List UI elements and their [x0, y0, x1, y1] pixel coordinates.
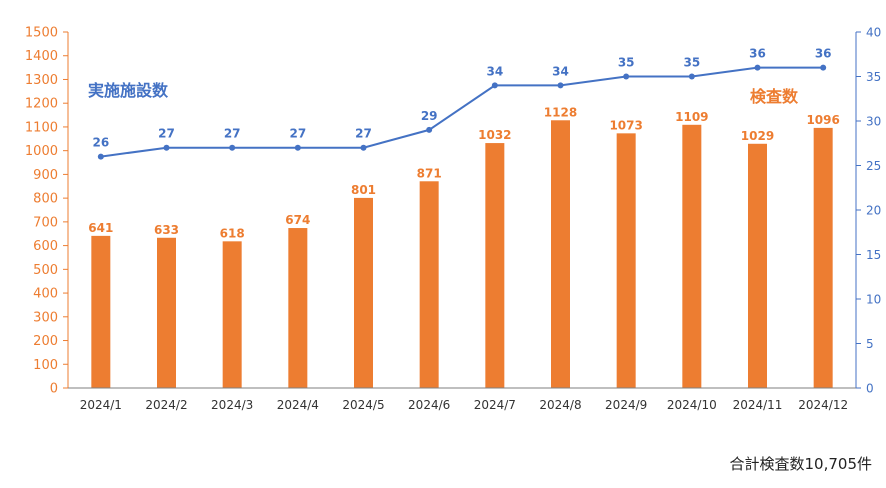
line-data-label: 27 — [224, 127, 241, 141]
right-axis-tick-label: 25 — [866, 159, 881, 173]
bar — [748, 143, 767, 388]
x-axis-tick-label: 2024/3 — [211, 398, 253, 412]
x-axis-tick-label: 2024/10 — [667, 398, 717, 412]
line-data-label: 29 — [421, 109, 438, 123]
bar-data-label: 871 — [417, 166, 442, 180]
line-point — [557, 82, 564, 89]
line-point — [229, 144, 236, 151]
bar-data-label: 1032 — [478, 128, 511, 142]
bar — [222, 241, 242, 388]
right-axis-tick-label: 10 — [866, 293, 881, 307]
left-axis-tick-label: 500 — [33, 263, 58, 278]
bar-data-label: 618 — [220, 226, 245, 240]
bar — [288, 228, 308, 388]
line-data-label: 36 — [815, 47, 832, 61]
right-axis-tick-label: 0 — [866, 382, 874, 396]
line-data-label: 34 — [552, 64, 569, 78]
combo-chart: 0100200300400500600700800900100011001200… — [25, 26, 881, 413]
left-axis-tick-label: 300 — [33, 310, 58, 325]
x-axis-tick-label: 2024/9 — [605, 398, 647, 412]
left-axis-tick-label: 1200 — [25, 97, 58, 112]
x-axis-tick-label: 2024/4 — [277, 398, 319, 412]
left-axis-tick-label: 0 — [50, 382, 58, 397]
bar-data-label: 633 — [154, 223, 179, 237]
right-axis-tick-label: 30 — [866, 115, 881, 129]
x-axis-tick-label: 2024/12 — [798, 398, 848, 412]
line-data-label: 35 — [683, 56, 700, 70]
line-series-label: 実施施設数 — [88, 81, 169, 100]
left-axis-tick-label: 1000 — [25, 144, 58, 159]
bar — [551, 120, 570, 389]
left-axis-tick-label: 600 — [33, 239, 58, 254]
line-point — [623, 73, 630, 80]
bar — [485, 143, 505, 388]
left-axis-tick-label: 100 — [33, 358, 58, 373]
line-point — [754, 64, 761, 71]
line-data-label: 34 — [486, 64, 503, 78]
bar — [419, 181, 439, 388]
left-axis-tick-label: 1500 — [25, 26, 58, 41]
right-axis-tick-label: 5 — [866, 337, 874, 351]
left-axis-tick-label: 1300 — [25, 73, 58, 88]
line-data-label: 35 — [618, 56, 635, 70]
left-axis-tick-label: 400 — [33, 287, 58, 302]
line-point — [294, 144, 301, 151]
line-data-label: 27 — [158, 127, 175, 141]
bar — [616, 133, 636, 388]
x-axis-tick-label: 2024/6 — [408, 398, 450, 412]
bar-data-label: 1096 — [806, 113, 839, 127]
line-point — [97, 153, 104, 160]
left-axis-tick-label: 900 — [33, 168, 58, 183]
bar — [354, 197, 373, 388]
left-axis-tick-label: 700 — [33, 215, 58, 230]
right-axis-tick-label: 40 — [866, 26, 881, 40]
line-data-label: 36 — [749, 47, 766, 61]
bar-data-label: 1128 — [544, 105, 577, 119]
line-data-label: 27 — [289, 127, 306, 141]
line-point — [163, 144, 170, 151]
bar — [682, 124, 702, 388]
bar-data-label: 641 — [88, 221, 113, 235]
x-axis-tick-label: 2024/7 — [474, 398, 516, 412]
bar — [813, 127, 833, 389]
right-axis-tick-label: 20 — [866, 204, 881, 218]
line-point — [820, 64, 827, 71]
left-axis-tick-label: 200 — [33, 334, 58, 349]
line-point — [360, 144, 367, 151]
left-axis-tick-label: 1400 — [25, 49, 58, 64]
x-axis-tick-label: 2024/2 — [145, 398, 187, 412]
x-axis-tick-label: 2024/1 — [80, 398, 122, 412]
x-axis-tick-label: 2024/5 — [342, 398, 384, 412]
x-axis-tick-label: 2024/11 — [733, 398, 783, 412]
bar-data-label: 1029 — [741, 129, 774, 143]
bar-data-label: 801 — [351, 183, 376, 197]
line-data-label: 27 — [355, 127, 372, 141]
line-point — [426, 126, 433, 133]
right-axis-tick-label: 35 — [866, 70, 881, 84]
left-axis-tick-label: 800 — [33, 192, 58, 207]
total-count-note: 合計検査数10,705件 — [729, 455, 873, 473]
bar-data-label: 1109 — [675, 110, 708, 124]
left-axis-tick-label: 1100 — [25, 120, 58, 135]
bar — [91, 235, 111, 388]
bar-series-label: 検査数 — [750, 87, 799, 106]
right-axis-tick-label: 15 — [866, 248, 881, 262]
bar-data-label: 1073 — [609, 118, 642, 132]
line-series-path — [100, 66, 824, 158]
line-point — [688, 73, 695, 80]
x-axis-tick-label: 2024/8 — [539, 398, 581, 412]
bar-data-label: 674 — [285, 213, 310, 227]
line-data-label: 26 — [92, 136, 109, 150]
bar — [157, 237, 176, 388]
line-point — [491, 82, 498, 89]
